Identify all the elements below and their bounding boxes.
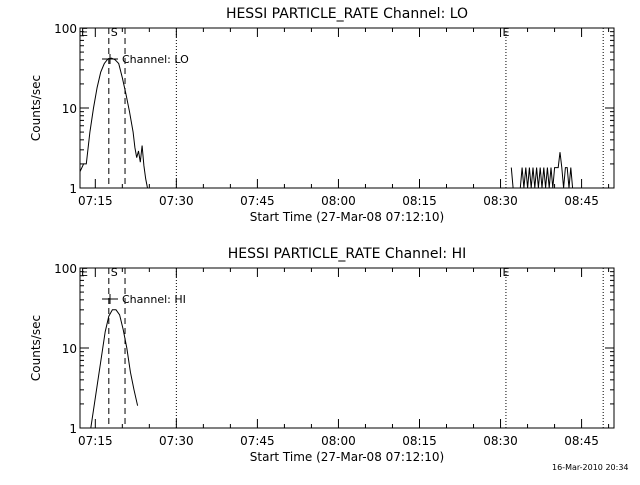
series-line <box>510 152 575 189</box>
x-axis-label: Start Time (27-Mar-08 07:12:10) <box>250 210 444 224</box>
marker-label: E <box>81 266 88 279</box>
y-tick-label: 100 <box>54 262 77 276</box>
x-tick-label: 08:15 <box>402 194 437 208</box>
series-line <box>90 309 139 429</box>
marker-label: E <box>502 26 509 39</box>
chart-title: HESSI PARTICLE_RATE Channel: HI <box>228 246 466 262</box>
x-tick-label: 07:45 <box>240 434 275 448</box>
legend-label: Channel: HI <box>122 293 186 306</box>
plot-frame <box>79 267 615 429</box>
marker-label: E <box>81 26 88 39</box>
y-tick-label: 10 <box>62 102 77 116</box>
plot-frame <box>79 27 615 189</box>
x-tick-label: 08:45 <box>564 194 599 208</box>
x-tick-label: 08:00 <box>321 434 356 448</box>
marker-label: E <box>502 266 509 279</box>
legend-label: Channel: LO <box>122 53 189 66</box>
y-tick-label: 1 <box>69 422 77 436</box>
footer-timestamp: 16-Mar-2010 20:34 <box>552 463 629 472</box>
series-line <box>79 57 148 189</box>
x-tick-label: 07:15 <box>78 434 113 448</box>
x-tick-label: 07:45 <box>240 194 275 208</box>
y-tick-label: 1 <box>69 182 77 196</box>
x-tick-label: 08:00 <box>321 194 356 208</box>
y-tick-label: 100 <box>54 22 77 36</box>
y-axis-label: Counts/sec <box>29 315 43 381</box>
chart-title: HESSI PARTICLE_RATE Channel: LO <box>226 6 468 22</box>
x-axis-label: Start Time (27-Mar-08 07:12:10) <box>250 450 444 464</box>
y-axis-label: Counts/sec <box>29 75 43 141</box>
x-tick-label: 07:15 <box>78 194 113 208</box>
x-tick-label: 07:30 <box>159 194 194 208</box>
marker-label: S <box>111 266 118 279</box>
y-tick-label: 10 <box>62 342 77 356</box>
x-tick-label: 08:30 <box>483 194 518 208</box>
x-tick-label: 07:30 <box>159 434 194 448</box>
x-tick-label: 08:45 <box>564 434 599 448</box>
x-tick-label: 08:15 <box>402 434 437 448</box>
x-tick-label: 08:30 <box>483 434 518 448</box>
marker-label: S <box>111 26 118 39</box>
